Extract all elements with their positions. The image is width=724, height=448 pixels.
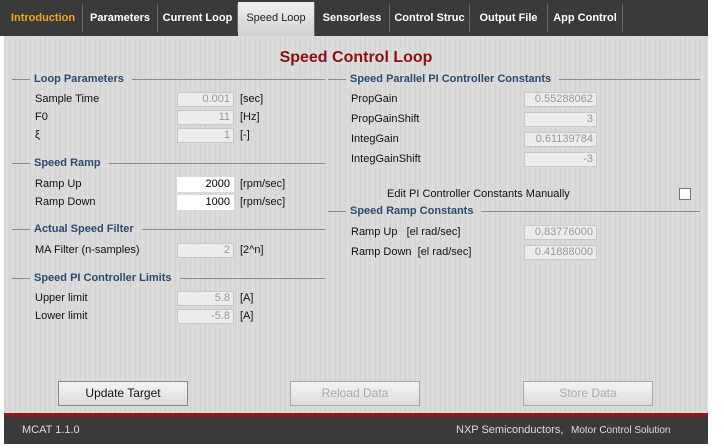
input-field: -3 <box>524 152 597 167</box>
input-field: 0.001 <box>177 92 234 107</box>
checkbox-label: Edit PI Controller Constants Manually <box>387 188 570 200</box>
unit-label: [-] <box>240 129 250 141</box>
button: Store Data <box>523 381 653 406</box>
unit-label: [A] <box>240 292 254 304</box>
version: MCAT 1.1.0 <box>22 424 80 436</box>
content-panel: Speed Control Loop Loop Parameters Sample … <box>4 36 708 413</box>
input-field: 0.55288062 <box>524 92 597 107</box>
group-title: Speed PI Controller Limits <box>12 271 325 285</box>
group-title: Loop Parameters <box>12 72 325 86</box>
group-title: Actual Speed Filter <box>12 222 325 236</box>
unit-label: [Hz] <box>240 111 260 123</box>
group-title-text: Loop Parameters <box>34 73 124 85</box>
tab[interactable]: Output File <box>470 4 548 32</box>
field-label: PropGainShift <box>351 113 420 125</box>
input-field: 1 <box>177 128 234 143</box>
input-field[interactable]: 2000 <box>177 177 234 192</box>
field-label: IntegGain <box>351 133 399 145</box>
tab[interactable]: Speed Loop <box>238 2 315 36</box>
button[interactable]: Update Target <box>58 381 188 406</box>
field-label: Ramp Up <box>35 178 82 190</box>
unit-label: [A] <box>240 310 254 322</box>
input-field: 0.41888000 <box>524 245 597 260</box>
input-field: 0.61139784 <box>524 132 597 147</box>
tab[interactable]: Control Struc <box>390 4 470 32</box>
tab[interactable]: Parameters <box>83 4 158 32</box>
field-label: Lower limit <box>35 310 88 322</box>
input-field: 2 <box>177 243 234 258</box>
input-field: -5.8 <box>177 309 234 324</box>
group-title-text: Speed Ramp <box>34 157 101 169</box>
tab[interactable]: Current Loop <box>158 4 238 32</box>
tab[interactable]: App Control <box>548 4 623 32</box>
field-label: Ramp Down <box>35 196 96 208</box>
field-label: Upper limit <box>35 292 88 304</box>
input-field: 3 <box>524 112 597 127</box>
field-label: Ramp Down [el rad/sec] <box>351 246 472 258</box>
solution: Motor Control Solution <box>571 425 671 436</box>
tab[interactable]: Introduction <box>4 4 83 32</box>
group-title-text: Speed Parallel PI Controller Constants <box>350 73 552 85</box>
page-title: Speed Control Loop <box>279 49 433 66</box>
input-field: 0.83776000 <box>524 225 597 240</box>
field-label: Ramp Up [el rad/sec] <box>351 226 461 238</box>
group-title: Speed Ramp Constants <box>328 204 700 218</box>
field-label: F0 <box>35 111 48 123</box>
field-label: PropGain <box>351 93 398 105</box>
tab[interactable]: Sensorless <box>315 4 390 32</box>
field-label: ξ <box>35 129 40 141</box>
input-field: 11 <box>177 110 234 125</box>
field-label: MA Filter (n-samples) <box>35 244 140 256</box>
unit-label: [rpm/sec] <box>240 178 286 190</box>
field-label: IntegGainShift <box>351 153 421 165</box>
unit-label: [sec] <box>240 93 264 105</box>
button: Reload Data <box>290 381 420 406</box>
company: NXP Semiconductors, <box>456 424 564 436</box>
group-title-text: Speed PI Controller Limits <box>34 272 172 284</box>
unit-label: [2^n] <box>240 244 264 256</box>
group-title-text: Speed Ramp Constants <box>350 205 474 217</box>
separator <box>4 413 708 417</box>
group-title: Speed Parallel PI Controller Constants <box>328 72 700 86</box>
input-field: 5.8 <box>177 291 234 306</box>
checkbox[interactable] <box>679 188 691 200</box>
group-title-text: Actual Speed Filter <box>34 223 134 235</box>
group-title: Speed Ramp <box>12 156 325 170</box>
field-label: Sample Time <box>35 93 100 105</box>
input-field[interactable]: 1000 <box>177 195 234 210</box>
tab-bar: Introduction Parameters Current Loop Speed … <box>0 0 708 36</box>
unit-label: [rpm/sec] <box>240 196 286 208</box>
footer: MCAT 1.1.0 NXP Semiconductors, Motor Contr… <box>4 417 708 444</box>
